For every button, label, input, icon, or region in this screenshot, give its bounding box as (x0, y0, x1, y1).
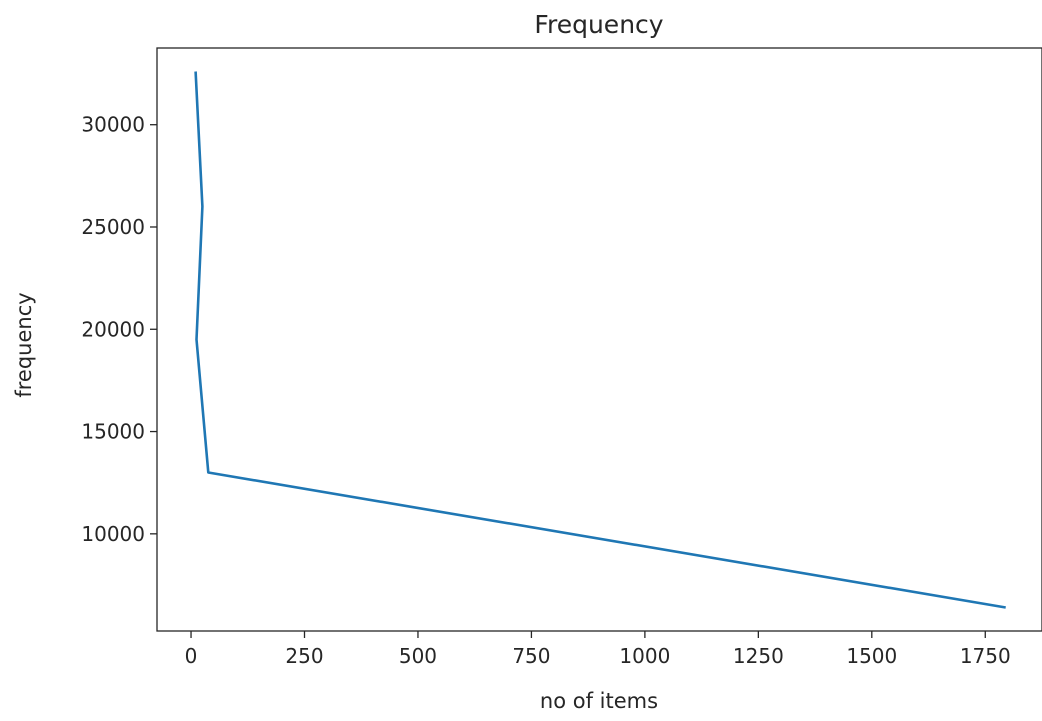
series-line (194, 71, 1006, 609)
x-tick-label: 1250 (733, 644, 784, 668)
x-tick-label: 1500 (846, 644, 897, 668)
y-tick-label: 10000 (81, 522, 145, 546)
chart-title: Frequency (534, 10, 663, 39)
y-tick-label: 15000 (81, 420, 145, 444)
x-axis-label: no of items (540, 689, 658, 713)
y-tick-label: 25000 (81, 215, 145, 239)
x-tick-label: 0 (185, 644, 198, 668)
x-tick-label: 500 (399, 644, 437, 668)
y-axis-ticks: 10000 15000 20000 25000 30000 (81, 113, 157, 546)
y-axis-label: frequency (12, 292, 36, 397)
y-tick-label: 30000 (81, 113, 145, 137)
x-tick-label: 1000 (619, 644, 670, 668)
series-layer (194, 71, 1006, 609)
plot-area-frame (156, 47, 1042, 632)
x-tick-label: 750 (512, 644, 550, 668)
x-tick-label: 250 (285, 644, 323, 668)
y-tick-label: 20000 (81, 317, 145, 341)
x-tick-label: 1750 (960, 644, 1011, 668)
x-axis-ticks: 0 250 500 750 1000 1250 1500 1750 (185, 631, 1011, 668)
